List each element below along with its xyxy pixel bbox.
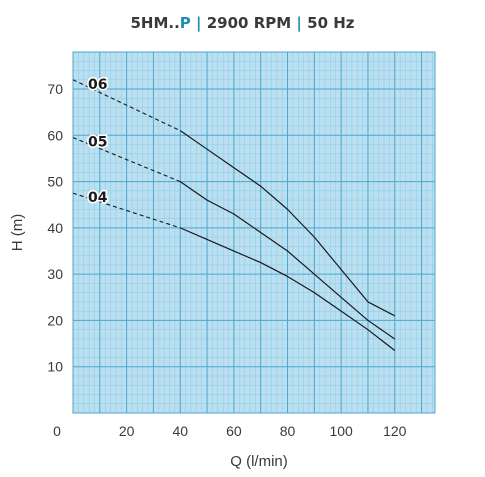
y-tick-label: 70	[47, 81, 63, 97]
y-tick-label: 30	[47, 266, 63, 282]
title-separator: |	[196, 14, 202, 32]
x-tick-label: 40	[172, 423, 188, 439]
series-04-dashed-line	[72, 192, 181, 229]
title-model-suffix: P	[179, 14, 191, 32]
series-label-05: 05	[88, 135, 107, 151]
series-04-line	[180, 227, 396, 351]
x-tick-label: 100	[329, 423, 353, 439]
x-tick-label: 120	[383, 423, 407, 439]
x-tick-label: 20	[119, 423, 135, 439]
chart-title: 5HM..P | 2900 RPM | 50 Hz	[0, 14, 485, 32]
plot-background	[73, 52, 435, 413]
y-tick-label: 60	[47, 127, 63, 143]
y-axis-label: H (m)	[9, 214, 26, 252]
title-speed: 2900 RPM	[206, 14, 292, 32]
y-tick-label: 40	[47, 220, 63, 236]
x-tick-label: 80	[280, 423, 296, 439]
y-tick-label: 10	[47, 359, 63, 375]
title-separator: |	[296, 14, 302, 32]
plot-frame	[72, 51, 436, 414]
y-tick-label: 50	[47, 174, 63, 190]
series-05-dashed-line	[72, 137, 181, 183]
title-frequency: 50 Hz	[307, 14, 355, 32]
x-axis-label: Q (l/min)	[230, 453, 288, 470]
title-model: 5HM..	[130, 14, 180, 32]
series-06-dashed-line	[72, 79, 181, 132]
y-tick-label: 20	[47, 312, 63, 328]
series-label-04: 04	[88, 190, 108, 206]
x-tick-label: 0	[53, 423, 61, 439]
x-tick-label: 60	[226, 423, 242, 439]
series-label-06: 06	[88, 77, 107, 93]
series-05-line	[179, 181, 396, 340]
series-06-line	[179, 130, 396, 317]
